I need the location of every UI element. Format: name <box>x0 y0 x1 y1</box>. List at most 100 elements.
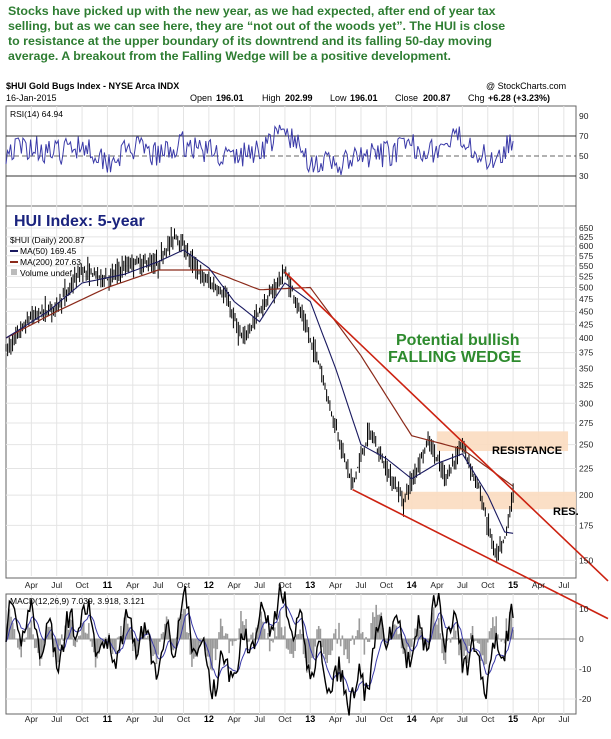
x-tick-label: Jul <box>153 580 164 590</box>
macd-y-tick-label: -20 <box>579 694 592 704</box>
x-tick-label: 15 <box>508 714 518 724</box>
y-tick-label: 350 <box>579 363 593 373</box>
x-tick-label: Oct <box>380 580 394 590</box>
rsi-y-tick-label: 70 <box>579 131 589 141</box>
x-tick-label: 11 <box>103 580 113 590</box>
quote-close: 200.87 <box>423 93 451 103</box>
quote-low-label: Low <box>330 93 347 103</box>
y-tick-label: 375 <box>579 348 593 358</box>
x-tick-label: Oct <box>177 714 191 724</box>
x-tick-label: Oct <box>278 580 292 590</box>
x-tick-label: 14 <box>407 714 417 724</box>
y-tick-label: 625 <box>579 232 593 242</box>
commentary-line-2: selling, but as we can see here, they ar… <box>8 19 505 33</box>
annotation-falling-wedge: FALLING WEDGE <box>388 349 522 366</box>
quote-chg: +6.28 (+3.23%) <box>488 93 550 103</box>
x-tick-label: Oct <box>380 714 394 724</box>
x-tick-label: Jul <box>356 714 367 724</box>
chart-date: 16-Jan-2015 <box>6 93 57 103</box>
x-tick-label: Apr <box>25 714 38 724</box>
x-tick-label: 11 <box>103 714 113 724</box>
quote-low: 196.01 <box>350 93 378 103</box>
x-tick-label: Apr <box>532 714 545 724</box>
y-tick-label: 550 <box>579 261 593 271</box>
rsi-y-tick-label: 90 <box>579 111 589 121</box>
y-tick-label: 400 <box>579 333 593 343</box>
x-tick-label: Jul <box>51 714 62 724</box>
legend-ma50: MA(50) 169.45 <box>20 246 76 256</box>
commentary-line-1: Stocks have picked up with the new year,… <box>8 4 496 18</box>
x-tick-label: Oct <box>278 714 292 724</box>
x-tick-label: Oct <box>481 580 495 590</box>
commentary-line-3: to resistance at the upper boundary of i… <box>8 34 492 48</box>
copyright: @ StockCharts.com <box>486 81 566 91</box>
macd-legend: MACD(12,26,9) 7.039, 3.918, 3.121 <box>10 596 145 606</box>
y-tick-label: 600 <box>579 241 593 251</box>
x-tick-label: Jul <box>457 580 468 590</box>
legend-hui: $HUI (Daily) 200.87 <box>10 235 85 245</box>
x-tick-label: Apr <box>532 580 545 590</box>
quote-high: 202.99 <box>285 93 313 103</box>
price-panel-title: HUI Index: 5-year <box>14 213 145 230</box>
x-tick-label: 12 <box>204 580 214 590</box>
quote-open: 196.01 <box>216 93 244 103</box>
x-tick-label: Apr <box>228 714 241 724</box>
x-tick-label: Oct <box>177 580 191 590</box>
x-tick-label: Oct <box>75 580 89 590</box>
y-tick-label: 500 <box>579 282 593 292</box>
macd-y-tick-label: -10 <box>579 664 592 674</box>
y-tick-label: 450 <box>579 306 593 316</box>
y-tick-label: 325 <box>579 380 593 390</box>
macd-y-tick-label: 10 <box>579 604 589 614</box>
symbol-title: $HUI Gold Bugs Index - NYSE Arca INDX <box>6 81 179 91</box>
x-tick-label: Jul <box>254 714 265 724</box>
quote-chg-label: Chg <box>468 93 485 103</box>
macd-y-tick-label: 0 <box>579 634 584 644</box>
x-tick-label: Jul <box>558 714 569 724</box>
rsi-y-tick-label: 50 <box>579 151 589 161</box>
res-zone <box>402 492 576 509</box>
y-tick-label: 575 <box>579 251 593 261</box>
x-tick-label: 15 <box>508 580 518 590</box>
x-tick-label: Apr <box>430 580 443 590</box>
x-tick-label: Jul <box>254 580 265 590</box>
quote-high-label: High <box>262 93 281 103</box>
x-tick-label: Apr <box>25 580 38 590</box>
y-tick-label: 475 <box>579 294 593 304</box>
y-tick-label: 275 <box>579 418 593 428</box>
x-tick-label: 14 <box>407 580 417 590</box>
rsi-y-tick-label: 30 <box>579 171 589 181</box>
x-tick-label: Apr <box>329 714 342 724</box>
y-tick-label: 150 <box>579 555 593 565</box>
annotation-resistance: RESISTANCE <box>492 445 562 457</box>
y-tick-label: 300 <box>579 398 593 408</box>
x-tick-label: Oct <box>75 714 89 724</box>
y-tick-label: 425 <box>579 319 593 329</box>
x-tick-label: Jul <box>558 580 569 590</box>
y-tick-label: 175 <box>579 520 593 530</box>
y-tick-label: 200 <box>579 490 593 500</box>
x-tick-label: Jul <box>457 714 468 724</box>
annotation-res: RES. <box>553 506 579 518</box>
x-tick-label: Apr <box>228 580 241 590</box>
commentary-line-4: average. A breakout from the Falling Wed… <box>8 49 451 63</box>
rsi-legend: RSI(14) 64.94 <box>10 109 63 119</box>
y-tick-label: 250 <box>579 440 593 450</box>
x-tick-label: 12 <box>204 714 214 724</box>
legend-volume: Volume undef <box>20 268 73 278</box>
x-tick-label: Oct <box>481 714 495 724</box>
x-tick-label: Apr <box>126 714 139 724</box>
price-panel <box>6 206 576 578</box>
legend-ma200: MA(200) 207.63 <box>20 257 81 267</box>
x-tick-label: Jul <box>51 580 62 590</box>
quote-close-label: Close <box>395 93 418 103</box>
legend-volume-swatch <box>11 269 17 275</box>
y-tick-label: 525 <box>579 271 593 281</box>
x-tick-label: 13 <box>305 580 315 590</box>
x-tick-label: Jul <box>153 714 164 724</box>
x-tick-label: Apr <box>430 714 443 724</box>
y-tick-label: 225 <box>579 463 593 473</box>
annotation-potential-bullish: Potential bullish <box>396 332 520 349</box>
y-tick-label: 650 <box>579 223 593 233</box>
